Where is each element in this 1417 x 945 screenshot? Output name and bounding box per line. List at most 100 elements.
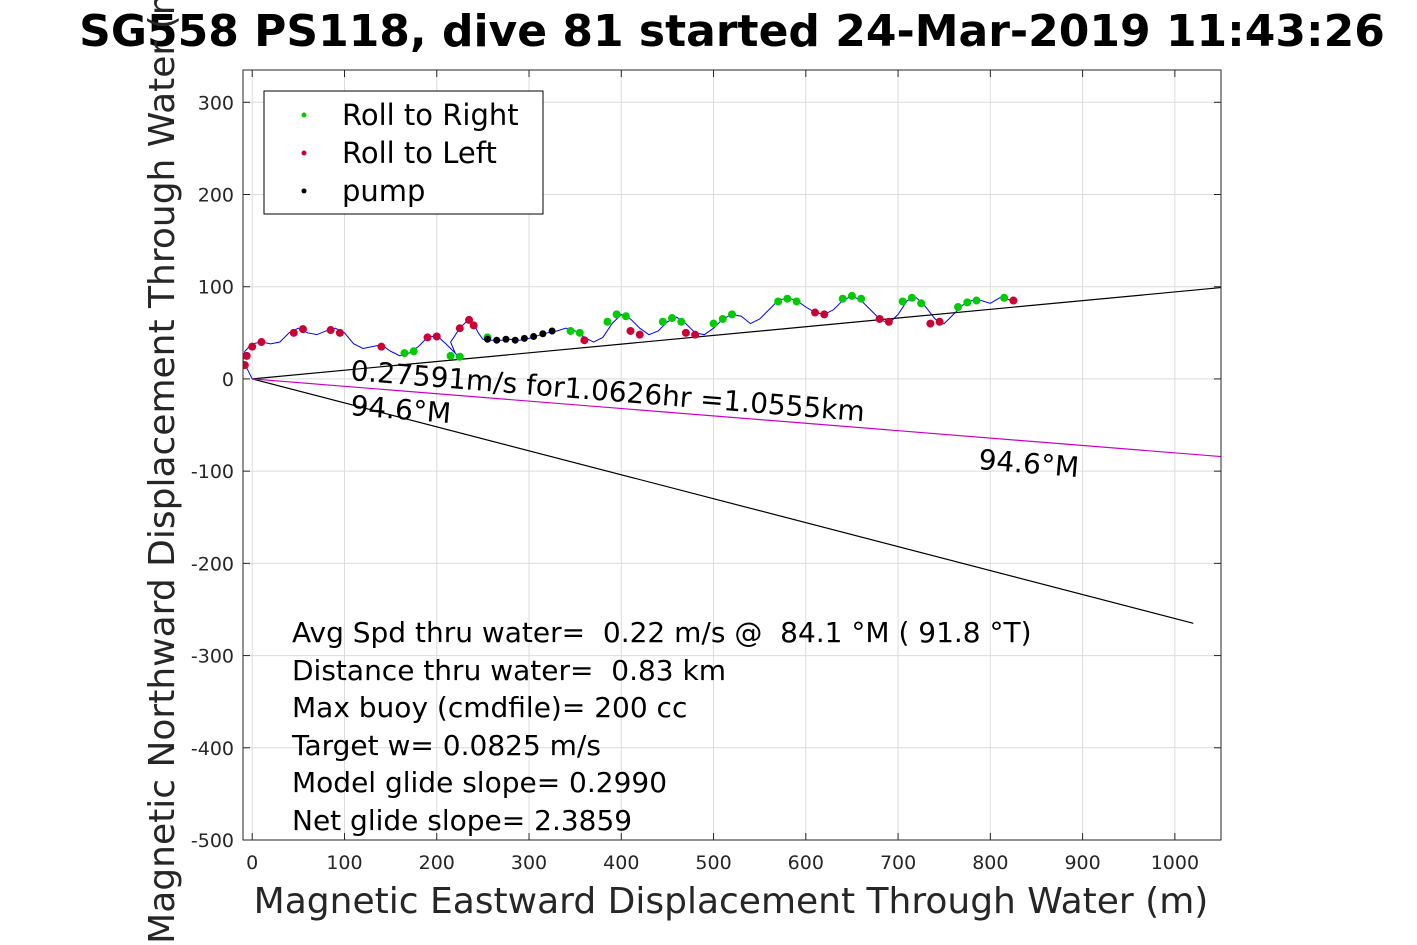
stat-net-glide: Net glide slope= 2.3859 bbox=[292, 804, 632, 837]
roll-right-point bbox=[566, 326, 575, 335]
roll-left-point bbox=[289, 328, 298, 337]
x-tick-label: 0 bbox=[246, 852, 258, 874]
roll-left-point bbox=[432, 332, 441, 341]
stat-avg-speed: Avg Spd thru water= 0.22 m/s @ 84.1 °M (… bbox=[292, 616, 1032, 649]
roll-right-point bbox=[907, 293, 916, 302]
roll-left-point bbox=[423, 333, 432, 342]
y-tick-label: 300 bbox=[198, 92, 234, 114]
legend-marker-roll-left bbox=[301, 150, 307, 156]
roll-left-points bbox=[243, 296, 1018, 370]
legend-box bbox=[263, 90, 544, 215]
roll-left-point bbox=[298, 325, 307, 334]
roll-right-point bbox=[446, 351, 455, 360]
dive-track-line bbox=[243, 295, 1014, 380]
roll-right-point bbox=[728, 310, 736, 319]
roll-left-point bbox=[820, 310, 829, 319]
roll-right-point bbox=[774, 297, 783, 306]
roll-right-point bbox=[455, 352, 464, 361]
pump-point bbox=[539, 330, 547, 338]
roll-left-point bbox=[811, 308, 820, 317]
legend-label-roll-right: Roll to Right bbox=[342, 98, 519, 132]
legend-label-pump: pump bbox=[342, 174, 425, 208]
pump-point bbox=[511, 336, 519, 344]
y-axis-ticks: 300 200 100 0 -100 -200 -300 -400 -500 bbox=[191, 92, 1221, 852]
roll-right-point bbox=[575, 328, 584, 337]
roll-right-point bbox=[783, 294, 792, 303]
legend-label-roll-left: Roll to Left bbox=[342, 136, 497, 170]
heading-label-right: 94.6°M bbox=[977, 443, 1080, 484]
x-axis-ticks: 0 100 200 300 400 500 600 700 800 900 1000 bbox=[246, 70, 1199, 874]
pump-point bbox=[484, 335, 491, 343]
roll-right-point bbox=[857, 294, 866, 303]
roll-right-point bbox=[898, 297, 907, 306]
x-axis-label: Magnetic Eastward Displacement Through W… bbox=[254, 881, 1209, 922]
roll-left-point bbox=[1009, 296, 1018, 305]
roll-left-point bbox=[335, 328, 344, 337]
roll-right-point bbox=[838, 294, 847, 303]
roll-right-point bbox=[718, 314, 727, 323]
chart-title: SG558 PS118, dive 81 started 24-Mar-2019… bbox=[79, 6, 1385, 57]
stat-max-buoy: Max buoy (cmdfile)= 200 cc bbox=[292, 691, 687, 724]
y-tick-label: 200 bbox=[198, 184, 234, 206]
x-tick-label: 100 bbox=[326, 852, 362, 874]
roll-left-point bbox=[243, 361, 249, 370]
pump-points bbox=[484, 327, 556, 344]
roll-left-point bbox=[326, 326, 335, 335]
x-tick-label: 400 bbox=[603, 852, 639, 874]
x-tick-label: 900 bbox=[1064, 852, 1100, 874]
roll-right-point bbox=[972, 296, 981, 305]
roll-right-point bbox=[621, 312, 630, 321]
roll-right-point bbox=[400, 349, 409, 358]
y-tick-label: -200 bbox=[191, 553, 234, 575]
roll-left-point bbox=[626, 326, 635, 335]
heading-label-left: 94.6°M bbox=[349, 389, 452, 430]
y-tick-label: -500 bbox=[191, 830, 234, 852]
roll-right-point bbox=[917, 299, 926, 308]
pump-point bbox=[520, 334, 528, 342]
roll-left-point bbox=[681, 328, 690, 337]
roll-left-point bbox=[935, 317, 944, 326]
roll-left-point bbox=[455, 324, 464, 333]
roll-left-point bbox=[243, 351, 251, 360]
stat-model-glide: Model glide slope= 0.2990 bbox=[292, 766, 667, 799]
y-tick-label: 100 bbox=[198, 277, 234, 299]
legend: Roll to Right Roll to Left pump bbox=[263, 90, 544, 215]
y-tick-label: -400 bbox=[191, 738, 234, 760]
pump-point bbox=[530, 333, 538, 341]
stats-block: Avg Spd thru water= 0.22 m/s @ 84.1 °M (… bbox=[291, 616, 1032, 837]
x-tick-label: 200 bbox=[419, 852, 455, 874]
roll-left-point bbox=[884, 317, 893, 326]
roll-left-point bbox=[465, 315, 474, 324]
y-tick-label: 0 bbox=[222, 369, 234, 391]
roll-left-point bbox=[377, 342, 386, 351]
roll-right-point bbox=[963, 298, 972, 307]
x-tick-label: 800 bbox=[972, 852, 1008, 874]
pump-point bbox=[548, 327, 556, 335]
roll-right-point bbox=[677, 317, 686, 326]
roll-right-point bbox=[847, 291, 856, 300]
roll-right-point bbox=[954, 302, 963, 311]
roll-right-points bbox=[400, 291, 1009, 361]
x-tick-label: 700 bbox=[880, 852, 916, 874]
x-tick-label: 500 bbox=[695, 852, 731, 874]
heading-line bbox=[252, 378, 1221, 458]
x-tick-label: 600 bbox=[788, 852, 824, 874]
roll-left-point bbox=[469, 321, 478, 330]
roll-right-point bbox=[603, 317, 612, 326]
pump-point bbox=[502, 335, 510, 343]
roll-right-point bbox=[709, 319, 718, 328]
pump-point bbox=[493, 336, 501, 344]
stat-distance: Distance thru water= 0.83 km bbox=[292, 654, 726, 687]
upper-bound-line bbox=[252, 286, 1221, 380]
roll-left-point bbox=[257, 338, 266, 347]
lower-bound-line bbox=[252, 378, 1194, 624]
y-axis-label: Magnetic Northward Displacement Through … bbox=[142, 0, 183, 944]
plot-area-frame bbox=[242, 69, 1222, 841]
roll-left-point bbox=[875, 314, 884, 323]
x-tick-label: 1000 bbox=[1151, 852, 1199, 874]
legend-marker-pump bbox=[301, 188, 307, 194]
legend-marker-roll-right bbox=[301, 112, 307, 118]
roll-left-point bbox=[248, 342, 257, 351]
y-tick-label: -100 bbox=[191, 461, 234, 483]
